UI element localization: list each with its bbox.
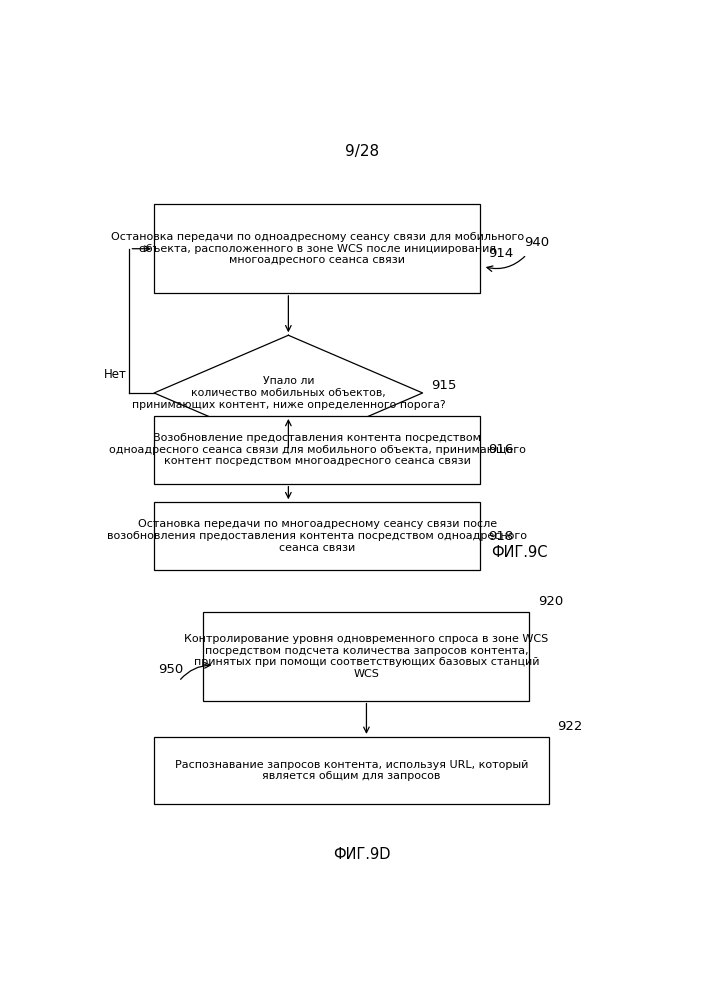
Text: 940: 940: [524, 237, 549, 250]
FancyBboxPatch shape: [154, 737, 549, 804]
Text: Нет: Нет: [104, 369, 127, 382]
Text: 950: 950: [158, 663, 183, 676]
FancyBboxPatch shape: [154, 416, 480, 484]
Text: 920: 920: [538, 595, 563, 608]
FancyBboxPatch shape: [154, 502, 480, 569]
Text: Да: Да: [297, 455, 313, 468]
Text: 916: 916: [489, 444, 513, 457]
Text: Возобновление предоставления контента посредством
одноадресного сеанса связи для: Возобновление предоставления контента по…: [109, 434, 525, 467]
Text: Распознавание запросов контента, используя URL, который
является общим для запро: Распознавание запросов контента, использ…: [175, 760, 528, 781]
Text: Контролирование уровня одновременного спроса в зоне WCS
посредством подсчета кол: Контролирование уровня одновременного сп…: [185, 634, 549, 678]
Text: ФИГ.9D: ФИГ.9D: [334, 847, 391, 862]
FancyBboxPatch shape: [204, 612, 530, 700]
FancyBboxPatch shape: [154, 205, 480, 293]
Text: ФИГ.9С: ФИГ.9С: [491, 545, 548, 560]
Text: Упало ли
количество мобильных объектов,
принимающих контент, ниже определенного : Упало ли количество мобильных объектов, …: [132, 377, 445, 410]
Text: Остановка передачи по многоадресному сеансу связи после
возобновления предоставл: Остановка передачи по многоадресному сеа…: [107, 519, 527, 552]
Text: 914: 914: [489, 247, 513, 260]
Text: 915: 915: [431, 379, 456, 392]
Text: 918: 918: [489, 529, 513, 542]
Text: 922: 922: [557, 720, 583, 733]
Text: Остановка передачи по одноадресному сеансу связи для мобильного
объекта, располо: Остановка передачи по одноадресному сеан…: [110, 232, 524, 266]
Text: 9/28: 9/28: [345, 145, 380, 160]
